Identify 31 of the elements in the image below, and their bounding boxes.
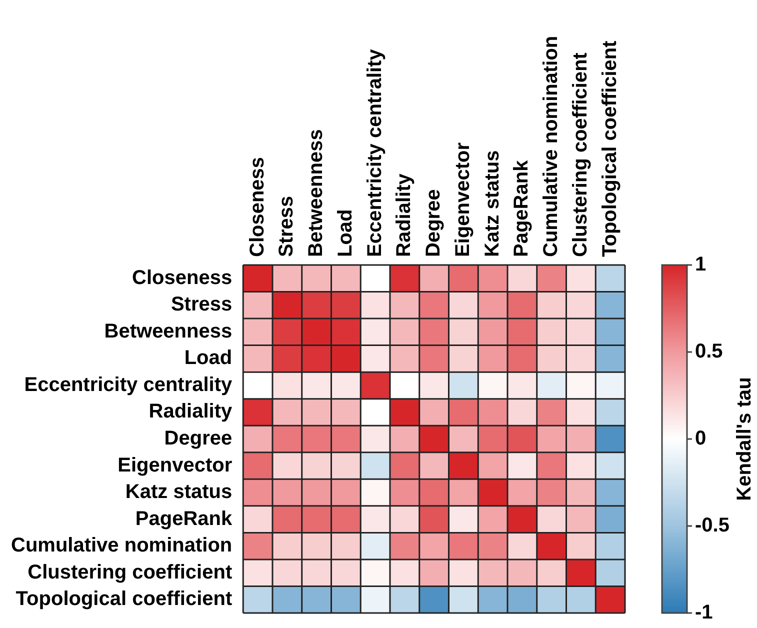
x-tick-label: Cumulative nomination — [540, 36, 562, 257]
color-bar-label: 1 — [695, 254, 706, 276]
y-tick-label: Eccentricity centrality — [24, 374, 233, 396]
y-tick-label: Katz status — [125, 481, 232, 504]
color-bar-title: Kendall's tau — [734, 377, 756, 501]
x-tick-label: Clustering coefficient — [569, 52, 592, 257]
y-tick-label: Topological coefficient — [16, 588, 232, 610]
y-tick-label: Degree — [164, 428, 232, 450]
color-bar-label: 0.5 — [695, 340, 723, 363]
y-tick-label: Cumulative nomination — [11, 534, 232, 557]
x-tick-label: Degree — [422, 189, 445, 257]
x-tick-label: Radiality — [393, 172, 416, 257]
y-tick-label: Stress — [170, 294, 232, 316]
y-tick-label: Closeness — [132, 266, 232, 289]
x-tick-label: Stress — [276, 196, 298, 257]
y-tick-label: Radiality — [148, 400, 233, 423]
x-tick-label: PageRank — [510, 159, 533, 257]
x-tick-label: Eigenvector — [452, 142, 474, 257]
color-bar-label: -1 — [695, 602, 713, 624]
x-tick-label: Topological coefficient — [598, 40, 621, 257]
y-tick-label: Load — [184, 347, 232, 370]
color-bar-label: -0.5 — [695, 514, 730, 537]
color-bar-label: 0 — [695, 428, 706, 450]
y-tick-label: PageRank — [135, 508, 233, 530]
x-tick-label: Eccentricity centrality — [364, 48, 386, 257]
y-tick-label: Clustering coefficient — [28, 561, 232, 584]
x-tick-label: Katz status — [481, 150, 504, 257]
y-tick-label: Betweenness — [104, 320, 232, 342]
y-tick-label: Eigenvector — [118, 454, 232, 476]
x-tick-label: Betweenness — [305, 129, 328, 257]
x-tick-label: Load — [334, 209, 356, 257]
